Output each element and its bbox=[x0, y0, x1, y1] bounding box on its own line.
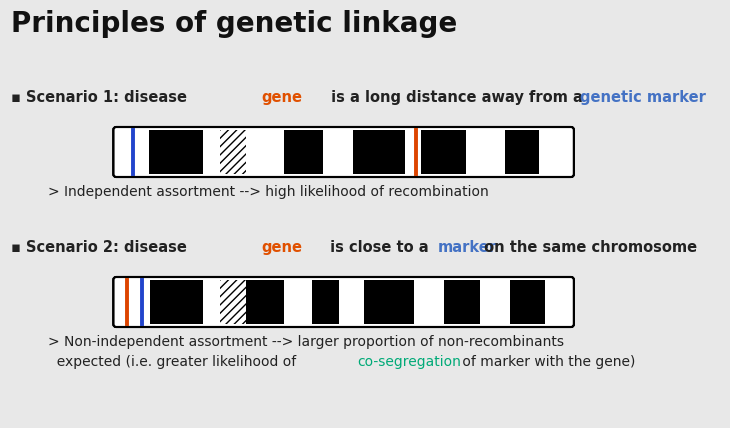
Bar bbox=[444, 280, 480, 324]
Text: ▪ Scenario 1: disease: ▪ Scenario 1: disease bbox=[11, 90, 192, 105]
Text: > Non-independent assortment --> larger proportion of non-recombinants: > Non-independent assortment --> larger … bbox=[48, 335, 564, 349]
Text: > Independent assortment --> high likelihood of recombination: > Independent assortment --> high likeli… bbox=[48, 185, 489, 199]
Text: Principles of genetic linkage: Principles of genetic linkage bbox=[11, 10, 458, 38]
Text: expected (i.e. greater likelihood of: expected (i.e. greater likelihood of bbox=[48, 355, 301, 369]
Text: is a long distance away from a: is a long distance away from a bbox=[326, 90, 588, 105]
Text: is close to a: is close to a bbox=[326, 240, 434, 255]
Bar bbox=[312, 280, 339, 324]
Bar bbox=[505, 130, 539, 174]
Bar bbox=[421, 130, 466, 174]
Text: marker: marker bbox=[438, 240, 497, 255]
Bar bbox=[220, 280, 246, 324]
Text: on the same chromosome: on the same chromosome bbox=[479, 240, 697, 255]
Bar bbox=[285, 130, 323, 174]
Text: co-segregation: co-segregation bbox=[357, 355, 461, 369]
Bar bbox=[364, 280, 414, 324]
Bar bbox=[149, 130, 202, 174]
Bar bbox=[150, 280, 202, 324]
Text: of marker with the gene): of marker with the gene) bbox=[458, 355, 635, 369]
Bar bbox=[510, 280, 545, 324]
Text: gene: gene bbox=[261, 90, 302, 105]
Text: ▪ Scenario 2: disease: ▪ Scenario 2: disease bbox=[11, 240, 192, 255]
Bar bbox=[246, 280, 285, 324]
Bar bbox=[353, 130, 405, 174]
Bar bbox=[220, 130, 246, 174]
Text: genetic marker: genetic marker bbox=[580, 90, 706, 105]
Text: gene: gene bbox=[261, 240, 302, 255]
FancyBboxPatch shape bbox=[113, 127, 574, 177]
FancyBboxPatch shape bbox=[113, 277, 574, 327]
